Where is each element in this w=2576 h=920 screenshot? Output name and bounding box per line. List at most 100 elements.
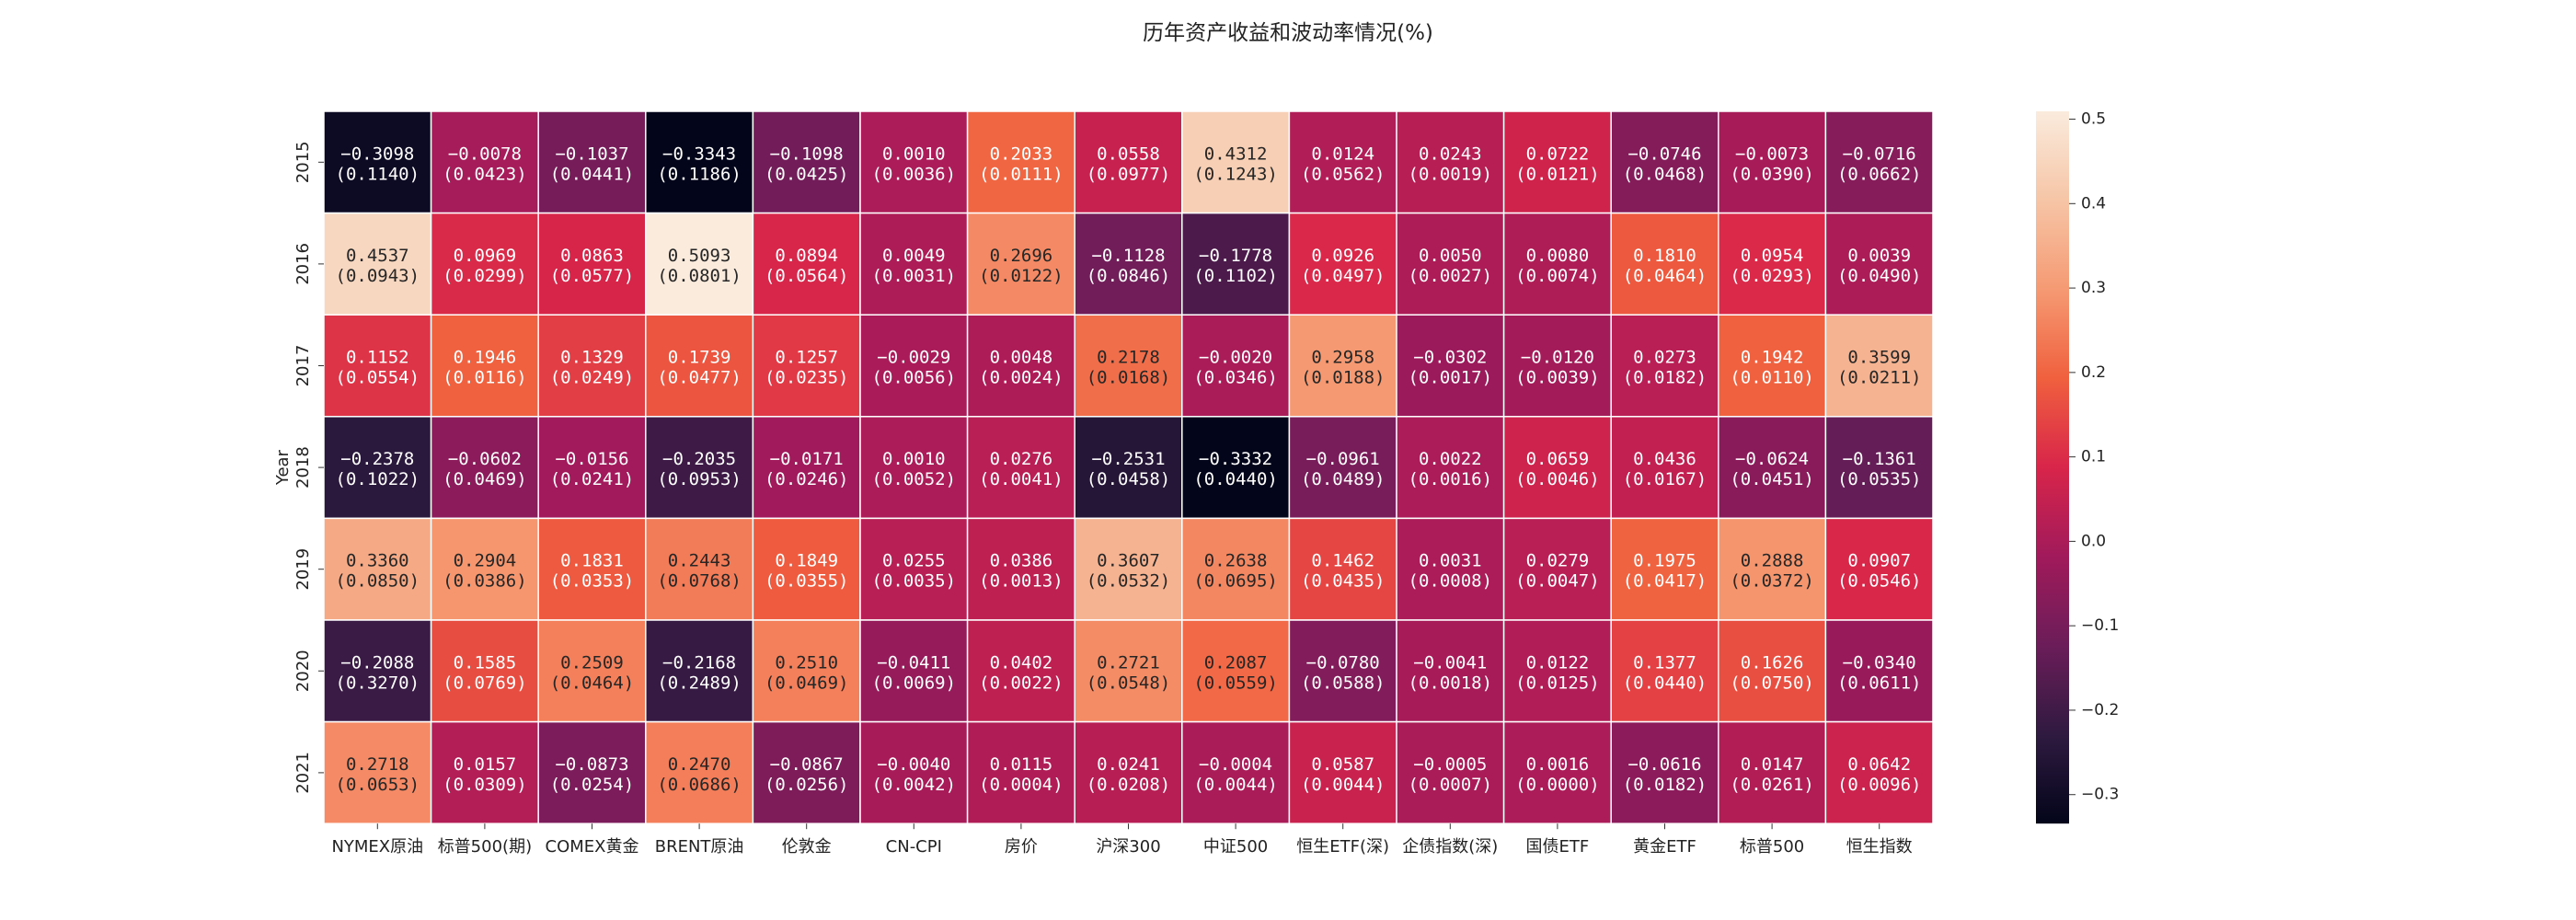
- cell-volatility-label: (0.0111): [979, 164, 1064, 184]
- cell-volatility-label: (0.0188): [1301, 368, 1386, 388]
- cell-volatility-label: (0.0168): [1087, 368, 1171, 388]
- x-tick-label: 恒生指数: [1846, 837, 1913, 857]
- cell-volatility-label: (0.0464): [550, 673, 635, 693]
- cell-return-label: 0.2510: [775, 652, 838, 673]
- cell-volatility-label: (0.0235): [765, 368, 849, 388]
- cell-return-label: 0.2718: [346, 754, 409, 775]
- heatmap-cell: [1502, 517, 1612, 621]
- cell-volatility-label: (0.0031): [872, 266, 957, 286]
- cell-volatility-label: (0.1022): [336, 469, 420, 489]
- heatmap-cell: [1718, 416, 1827, 520]
- x-tick-label: BRENT原油: [655, 837, 744, 857]
- cell-return-label: 0.1831: [560, 551, 624, 571]
- heatmap-cell: [430, 517, 539, 621]
- heatmap-cell: [430, 110, 539, 214]
- cell-return-label: −0.2378: [340, 449, 414, 469]
- cell-return-label: 0.0402: [990, 652, 1053, 673]
- cell-volatility-label: (0.0046): [1515, 469, 1600, 489]
- cell-volatility-label: (0.0451): [1730, 469, 1814, 489]
- cell-return-label: 0.0436: [1633, 449, 1696, 469]
- heatmap-cell: [1181, 416, 1291, 520]
- cell-volatility-label: (0.0047): [1515, 571, 1600, 592]
- cell-volatility-label: (0.0750): [1730, 673, 1814, 693]
- cell-volatility-label: (0.0096): [1837, 775, 1922, 795]
- cell-volatility-label: (0.0044): [1301, 775, 1386, 795]
- cell-return-label: 0.2033: [990, 144, 1053, 164]
- cell-volatility-label: (0.0121): [1515, 164, 1600, 184]
- cell-volatility-label: (0.0386): [443, 571, 527, 592]
- cell-return-label: 0.2696: [990, 246, 1053, 266]
- cell-volatility-label: (0.0801): [657, 266, 742, 286]
- heatmap-cell: [966, 110, 1075, 214]
- cell-volatility-label: (0.0390): [1730, 164, 1814, 184]
- cell-return-label: 0.0863: [560, 246, 624, 266]
- cell-return-label: 0.0010: [882, 144, 946, 164]
- cell-return-label: 0.0659: [1526, 449, 1590, 469]
- cell-volatility-label: (0.0768): [657, 571, 742, 592]
- cell-return-label: 0.0049: [882, 246, 946, 266]
- cell-return-label: −0.0040: [877, 754, 950, 775]
- heatmap-cell: [1718, 619, 1827, 723]
- cell-volatility-label: (0.0425): [765, 164, 849, 184]
- x-tick-label: 房价: [1005, 837, 1038, 857]
- cell-return-label: −0.3343: [662, 144, 736, 164]
- cell-return-label: −0.0120: [1521, 348, 1594, 368]
- heatmap-cell: [645, 212, 754, 316]
- heatmap-cell: [1610, 416, 1719, 520]
- cell-volatility-label: (0.0261): [1730, 775, 1814, 795]
- cell-return-label: −0.3098: [340, 144, 414, 164]
- cell-volatility-label: (0.0441): [550, 164, 635, 184]
- cell-volatility-label: (0.1186): [657, 164, 742, 184]
- cell-volatility-label: (0.0977): [1087, 164, 1171, 184]
- cell-return-label: 0.1462: [1311, 551, 1374, 571]
- cell-volatility-label: (0.0577): [550, 266, 635, 286]
- x-tick-label: 伦敦金: [782, 837, 832, 857]
- colorbar-tick-label: 0.0: [2081, 532, 2106, 550]
- y-axis-label: Year: [273, 449, 293, 486]
- cell-return-label: −0.0020: [1199, 348, 1272, 368]
- cell-return-label: 0.1946: [454, 348, 517, 368]
- cell-volatility-label: (0.0686): [657, 775, 742, 795]
- heatmap-cell: [323, 314, 432, 418]
- heatmap-cell: [1718, 212, 1827, 316]
- cell-volatility-label: (0.0309): [443, 775, 527, 795]
- heatmap-cell: [1824, 212, 1934, 316]
- cell-return-label: 0.2087: [1204, 652, 1268, 673]
- cell-return-label: 0.0080: [1526, 246, 1590, 266]
- cell-return-label: 0.0241: [1097, 754, 1160, 775]
- cell-return-label: −0.2531: [1091, 449, 1165, 469]
- x-tick-label: 标普500(期): [438, 837, 532, 857]
- cell-return-label: −0.0602: [448, 449, 522, 469]
- heatmap-cell: [323, 720, 432, 824]
- heatmap-cell: [966, 416, 1075, 520]
- cell-return-label: 0.0031: [1419, 551, 1482, 571]
- cell-volatility-label: (0.0588): [1301, 673, 1386, 693]
- cell-volatility-label: (0.0027): [1409, 266, 1493, 286]
- y-tick-label: 2017: [293, 345, 313, 387]
- cell-return-label: 0.0115: [990, 754, 1053, 775]
- cell-return-label: −0.0961: [1306, 449, 1380, 469]
- cell-volatility-label: (0.0116): [443, 368, 527, 388]
- heatmap-cell: [1824, 619, 1934, 723]
- cell-volatility-label: (0.0182): [1623, 775, 1708, 795]
- cell-return-label: 0.0157: [454, 754, 517, 775]
- colorbar-tick-label: 0.1: [2081, 448, 2106, 466]
- heatmap-cell: [859, 720, 969, 824]
- cell-volatility-label: (0.0769): [443, 673, 527, 693]
- cell-volatility-label: (0.0372): [1730, 571, 1814, 592]
- cell-return-label: −0.2088: [340, 652, 414, 673]
- heatmap-cell: [1181, 212, 1291, 316]
- heatmap-cell: [1396, 314, 1505, 418]
- cell-volatility-label: (0.0440): [1623, 673, 1708, 693]
- cell-return-label: 0.1849: [775, 551, 838, 571]
- cell-return-label: 0.1942: [1741, 348, 1804, 368]
- cell-return-label: 0.1626: [1741, 652, 1804, 673]
- cell-return-label: 0.0954: [1741, 246, 1804, 266]
- cell-return-label: 0.1975: [1633, 551, 1696, 571]
- cell-volatility-label: (0.0564): [765, 266, 849, 286]
- cell-volatility-label: (0.0241): [550, 469, 635, 489]
- cell-volatility-label: (0.0074): [1515, 266, 1600, 286]
- cell-volatility-label: (0.0167): [1623, 469, 1708, 489]
- heatmap-cell: [752, 416, 861, 520]
- cell-volatility-label: (0.0417): [1623, 571, 1708, 592]
